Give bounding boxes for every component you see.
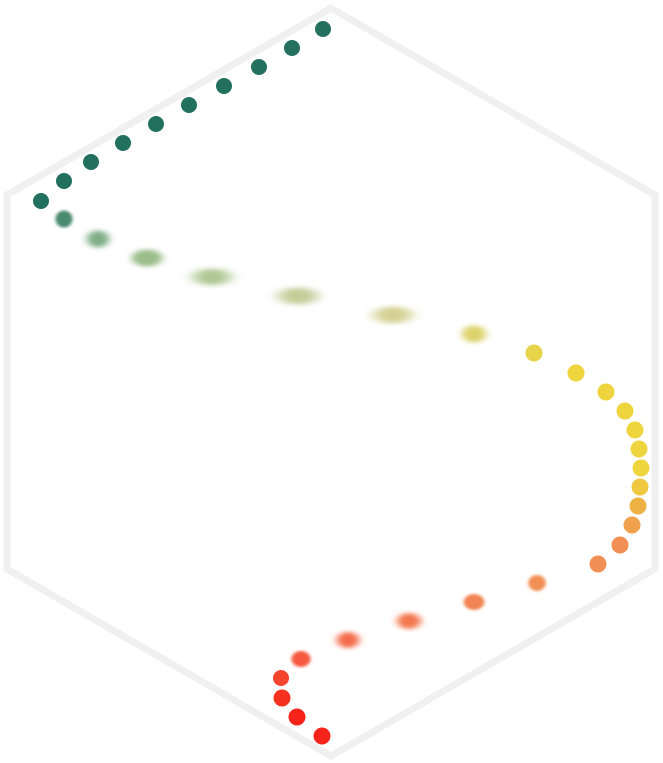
- trail-dot: [597, 383, 615, 401]
- trail-dot: [336, 632, 360, 648]
- trail-dot: [611, 536, 629, 554]
- trail-dot: [131, 249, 163, 267]
- trail-dot: [278, 287, 318, 305]
- trail-dot: [626, 421, 644, 439]
- trail-dot: [397, 613, 421, 629]
- trail-dot: [313, 727, 331, 745]
- trail-dot: [525, 344, 543, 362]
- trail-dot: [291, 651, 311, 667]
- trail-dot: [56, 173, 72, 189]
- trail-dot: [148, 116, 164, 132]
- trail-dot: [631, 478, 649, 496]
- trail-dot: [629, 497, 647, 515]
- trail-dot: [528, 575, 546, 591]
- trail-dot: [567, 364, 585, 382]
- trail-dot: [462, 325, 486, 343]
- trail-dot: [630, 440, 648, 458]
- dot-trail: [33, 21, 650, 745]
- trail-dot: [115, 135, 131, 151]
- trail-dot: [632, 459, 650, 477]
- trail-dot: [181, 97, 197, 113]
- trail-dot: [315, 21, 331, 37]
- trail-dot: [284, 40, 300, 56]
- trail-dot: [55, 210, 73, 228]
- trail-dot: [273, 689, 291, 707]
- trail-dot: [251, 59, 267, 75]
- trail-dot: [193, 268, 231, 286]
- trail-dot: [83, 154, 99, 170]
- trail-dot: [33, 193, 49, 209]
- trail-dot: [86, 230, 110, 248]
- trail-dot: [216, 78, 232, 94]
- trail-dot: [589, 555, 607, 573]
- trail-dot: [623, 516, 641, 534]
- trail-dot: [463, 594, 485, 610]
- trail-dot: [273, 670, 289, 686]
- trail-dot: [616, 402, 634, 420]
- trail-dot: [374, 306, 412, 324]
- trail-dot: [288, 708, 306, 726]
- hexagon-frame: [3, 3, 659, 761]
